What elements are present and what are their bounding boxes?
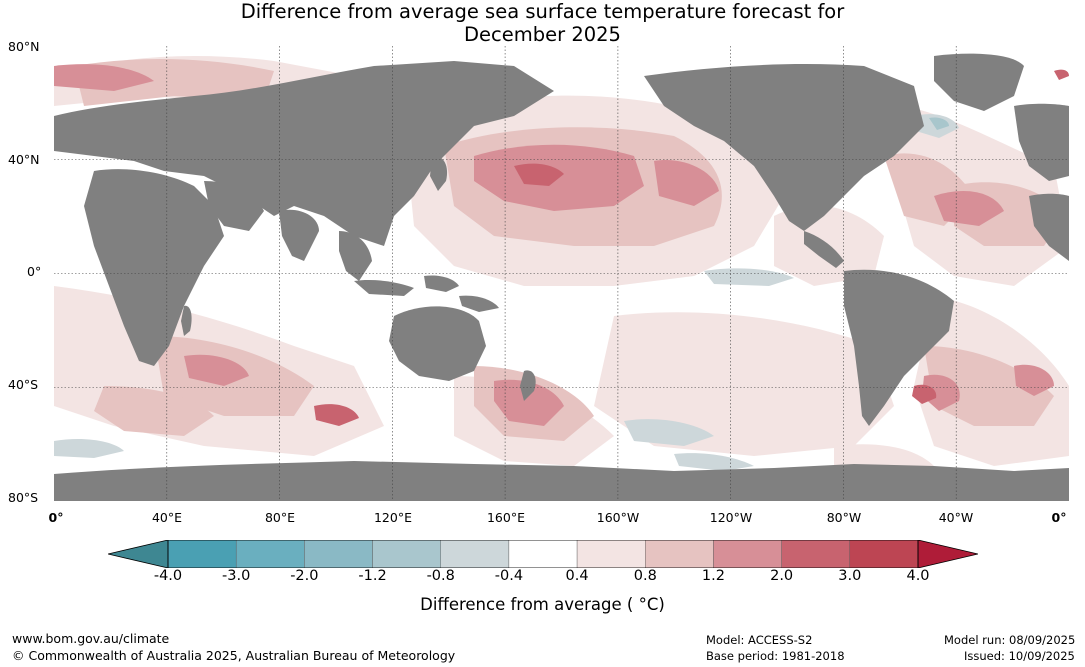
footer-website: www.bom.gov.au/climate xyxy=(12,631,170,646)
australia-landmass xyxy=(389,306,486,381)
footer-issued: Issued: 10/09/2025 xyxy=(964,649,1075,663)
colorbar-tick-label: -4.0 xyxy=(153,568,183,584)
colorbar-tick-label: -2.0 xyxy=(290,568,319,584)
madagascar-island xyxy=(181,305,192,336)
colorbar-cell xyxy=(849,540,919,568)
footer-model: Model: ACCESS-S2 xyxy=(706,633,813,647)
new-guinea-island xyxy=(459,295,499,312)
africa-landmass xyxy=(84,169,224,366)
colorbar-cell xyxy=(167,540,237,568)
lon-label-40w: 40°W xyxy=(938,510,974,525)
lat-label-80n: 80°N xyxy=(8,39,40,54)
colorbar-cell xyxy=(576,540,646,568)
anomaly-warm-2-0 xyxy=(314,69,1069,426)
colorbar-cell xyxy=(235,540,305,568)
north-america-landmass xyxy=(644,64,924,231)
new-zealand-island xyxy=(520,370,536,401)
lon-label-80e: 80°E xyxy=(264,510,296,525)
chart-title-line2: December 2025 xyxy=(464,23,621,46)
chart-title-line1: Difference from average sea surface temp… xyxy=(240,0,845,23)
india-landmass xyxy=(279,209,319,261)
lon-label-160w: 160°W xyxy=(596,510,640,525)
colorbar-cell xyxy=(645,540,714,568)
se-asia-landmass xyxy=(339,231,372,281)
europe-landmass xyxy=(1014,103,1069,181)
lon-label-0-left: 0° xyxy=(48,510,64,525)
colorbar-tick-label: 3.0 xyxy=(838,568,862,584)
colorbar-tick-label: -3.0 xyxy=(222,568,251,584)
colorbar-cell xyxy=(304,540,373,568)
arabia-landmass xyxy=(204,181,264,231)
footer-model-run: Model run: 08/09/2025 xyxy=(944,633,1076,647)
lon-label-160e: 160°E xyxy=(486,510,525,525)
colorbar-tick-label: 1.2 xyxy=(701,568,725,584)
lat-label-40n: 40°N xyxy=(8,152,40,167)
colorbar-tick-label: -1.2 xyxy=(358,568,387,584)
colorbar-tick-label: 0.4 xyxy=(565,568,589,584)
indonesia-island xyxy=(354,279,414,296)
central-america-landmass xyxy=(804,231,844,268)
eurasia-landmass xyxy=(54,61,554,246)
lat-label-80s: 80°S xyxy=(8,490,39,505)
colorbar-over-arrow xyxy=(917,540,978,568)
footer-base-period: Base period: 1981-2018 xyxy=(706,649,845,663)
lon-label-80w: 80°W xyxy=(826,510,862,525)
colorbar-outline xyxy=(167,540,919,568)
lat-label-0: 0° xyxy=(27,264,42,279)
colorbar-cell xyxy=(372,540,441,568)
colorbar-title: Difference from average ( °C) xyxy=(420,595,665,614)
south-america-landmass xyxy=(844,269,954,426)
colorbar-cell xyxy=(713,540,782,568)
sst-anomaly-map xyxy=(54,46,1069,501)
graticule xyxy=(54,46,1069,501)
colorbar-tick-label: -0.8 xyxy=(426,568,455,584)
africa-west-landmass xyxy=(1029,193,1069,261)
colorbar-under-arrow xyxy=(108,540,169,568)
colorbar-tick-label: 0.8 xyxy=(633,568,657,584)
colorbar xyxy=(108,540,978,568)
antarctica-landmass xyxy=(54,461,1069,501)
lat-label-40s: 40°S xyxy=(8,377,39,392)
map-svg xyxy=(54,46,1069,501)
chart-title: Difference from average sea surface temp… xyxy=(0,0,1085,46)
colorbar-cell xyxy=(508,540,578,568)
land-masses xyxy=(54,53,1069,501)
colorbar-cell xyxy=(440,540,510,568)
lon-label-120e: 120°E xyxy=(373,510,412,525)
borneo-island xyxy=(424,275,459,292)
lon-label-120w: 120°W xyxy=(709,510,753,525)
colorbar-cell xyxy=(781,540,851,568)
anomaly-cool-0-8 xyxy=(929,117,949,130)
colorbar-tick-label: 4.0 xyxy=(906,568,930,584)
japan-island xyxy=(430,155,448,191)
footer-copyright: © Commonwealth of Australia 2025, Austra… xyxy=(12,648,456,663)
colorbar-tick-label: 2.0 xyxy=(770,568,794,584)
lon-label-0-right: 0° xyxy=(1051,510,1067,525)
colorbar-tick-label: -0.4 xyxy=(494,568,524,584)
lon-label-40e: 40°E xyxy=(151,510,183,525)
